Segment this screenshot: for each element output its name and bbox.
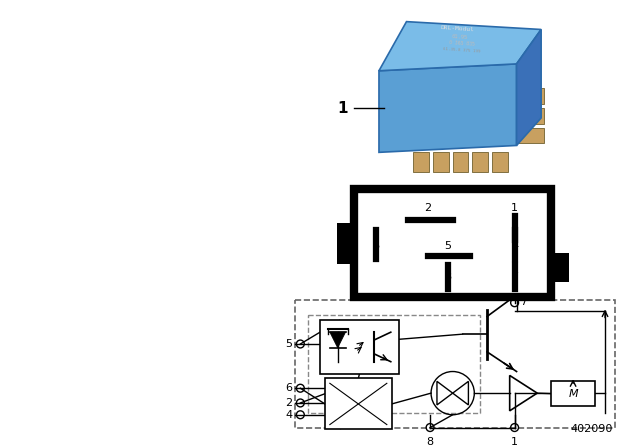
Polygon shape xyxy=(516,88,544,104)
Polygon shape xyxy=(516,128,544,143)
Bar xyxy=(320,320,399,375)
Polygon shape xyxy=(330,332,346,348)
Polygon shape xyxy=(492,152,508,172)
Text: 1: 1 xyxy=(511,437,518,448)
Polygon shape xyxy=(516,108,544,124)
Text: DRL-Modul: DRL-Modul xyxy=(440,25,475,32)
Text: 8: 8 xyxy=(426,437,434,448)
Polygon shape xyxy=(472,152,488,172)
Polygon shape xyxy=(379,64,516,152)
Text: 7: 7 xyxy=(520,297,527,307)
Text: 2: 2 xyxy=(424,203,431,213)
Text: 0 365 835: 0 365 835 xyxy=(449,40,475,47)
Text: 5: 5 xyxy=(444,241,451,251)
Text: 2: 2 xyxy=(285,398,292,408)
Text: 6: 6 xyxy=(372,241,380,251)
Polygon shape xyxy=(516,30,541,146)
Bar xyxy=(355,189,551,297)
Text: 402090: 402090 xyxy=(570,424,613,435)
Text: 5: 5 xyxy=(285,339,292,349)
Text: 1: 1 xyxy=(337,101,348,116)
Bar xyxy=(325,379,392,430)
Text: M: M xyxy=(568,388,578,399)
Polygon shape xyxy=(452,152,468,172)
Text: 61.35.8 375 199: 61.35.8 375 199 xyxy=(443,47,481,54)
Text: 4: 4 xyxy=(511,241,518,251)
Bar xyxy=(296,300,615,427)
Text: 01.95: 01.95 xyxy=(451,34,468,40)
Polygon shape xyxy=(413,152,429,172)
Text: 7: 7 xyxy=(511,272,518,282)
Bar xyxy=(551,381,595,406)
Bar xyxy=(551,253,569,282)
Text: 6: 6 xyxy=(285,383,292,393)
Text: 1: 1 xyxy=(511,203,518,213)
Bar xyxy=(308,314,480,413)
Text: 4: 4 xyxy=(285,410,292,420)
Text: 8: 8 xyxy=(444,272,451,282)
Bar xyxy=(337,223,355,264)
Polygon shape xyxy=(379,22,541,71)
Polygon shape xyxy=(433,152,449,172)
